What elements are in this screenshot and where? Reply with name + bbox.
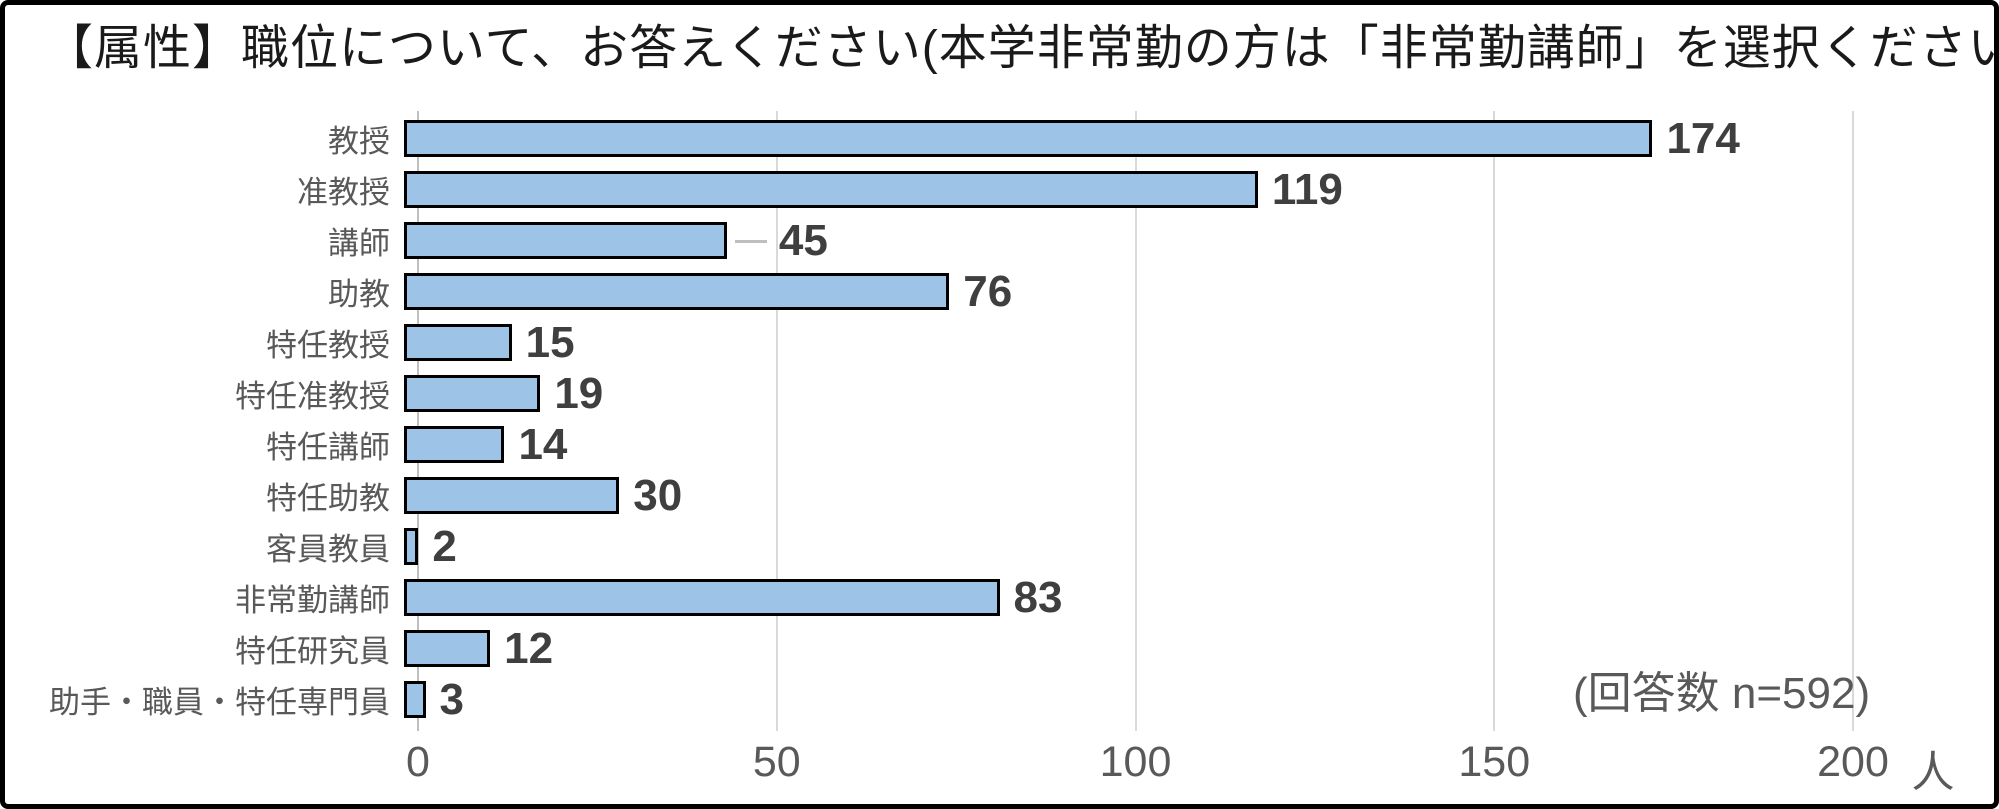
bar-row: 准教授 119 (5, 164, 1994, 215)
bar-track: 83 (404, 573, 1839, 622)
bar-row: 助教 76 (5, 266, 1994, 317)
value-label: 3 (439, 674, 464, 724)
bar (404, 681, 426, 718)
category-label: 非常勤講師 (235, 583, 390, 618)
bar-row: 非常勤講師 83 (5, 572, 1994, 623)
value-label: 45 (778, 215, 828, 265)
bar-row: 特任研究員 12 (5, 623, 1994, 674)
value-label: 15 (525, 317, 575, 367)
bar (404, 171, 1258, 208)
gridlines (417, 111, 1854, 731)
x-tick-label: 150 (1458, 738, 1531, 786)
bar-row: 講師 45 (5, 215, 1994, 266)
gridline (775, 111, 778, 731)
chart-title: 【属性】職位について、お答えください(本学非常勤の方は「非常勤講師」を選択くださ… (45, 22, 1999, 75)
bar-track: 14 (404, 420, 1839, 469)
category-label: 助教 (328, 277, 390, 312)
bar-track: 3 (404, 675, 1839, 724)
bar-row: 助手・職員・特任専門員 3 (5, 674, 1994, 725)
x-tick-label: 200 (1817, 738, 1889, 786)
y-axis-line (417, 111, 419, 731)
bar-track: 76 (404, 267, 1839, 316)
bar-row: 特任助教 30 (5, 470, 1994, 521)
bar (404, 222, 727, 259)
value-label: 174 (1666, 113, 1740, 163)
bar (404, 120, 1653, 157)
value-label: 76 (963, 266, 1013, 316)
x-axis: 人 0 50 100 150 200 (406, 738, 1954, 797)
gridline (1493, 111, 1496, 731)
gridline (1134, 111, 1137, 731)
bar-track: 45 (404, 216, 1839, 265)
bar-track: 174 (404, 114, 1839, 163)
bar (404, 579, 1000, 616)
bar-track: 119 (404, 165, 1839, 214)
category-label: 教授 (328, 124, 390, 159)
leader-line (734, 239, 767, 243)
bar-row: 特任講師 14 (5, 419, 1994, 470)
bar-row: 特任准教授 19 (5, 368, 1994, 419)
bar-row: 客員教員 2 (5, 521, 1994, 572)
x-tick-label: 50 (752, 738, 801, 786)
bar-row: 特任教授 15 (5, 317, 1994, 368)
response-count-note: (回答数 n=592) (1573, 669, 1871, 718)
bar (404, 477, 620, 514)
category-label: 講師 (328, 226, 390, 261)
value-label: 14 (518, 419, 568, 469)
x-tick-label: 0 (406, 738, 430, 786)
bar (404, 528, 419, 565)
bar (404, 375, 541, 412)
value-label: 19 (554, 368, 604, 418)
x-tick-label: 100 (1099, 738, 1172, 786)
value-label: 119 (1271, 164, 1343, 214)
bar-rows: 教授 174 准教授 119 講師 45 助教 (5, 113, 1994, 725)
category-label: 特任准教授 (235, 379, 390, 414)
gridline (1852, 111, 1854, 731)
category-label: 特任教授 (266, 328, 390, 363)
bar-track: 30 (404, 471, 1839, 520)
bar (404, 273, 950, 310)
category-label: 准教授 (297, 175, 390, 210)
bar (404, 630, 491, 667)
x-axis-unit-label: 人 (1911, 749, 1955, 797)
bar-track: 2 (404, 522, 1839, 571)
category-label: 特任講師 (266, 430, 390, 465)
value-label: 30 (633, 470, 683, 520)
category-label: 助手・職員・特任専門員 (49, 685, 390, 720)
value-label: 83 (1013, 572, 1063, 622)
value-label: 2 (432, 521, 457, 571)
category-label: 特任研究員 (235, 634, 390, 669)
bar-row: 教授 174 (5, 113, 1994, 164)
bar-track: 19 (404, 369, 1839, 418)
value-label: 12 (504, 623, 554, 673)
bar (404, 324, 512, 361)
bar-track: 15 (404, 318, 1839, 367)
bar-track: 12 (404, 624, 1839, 673)
category-label: 特任助教 (266, 481, 390, 516)
category-label: 客員教員 (266, 532, 390, 567)
bar (404, 426, 505, 463)
